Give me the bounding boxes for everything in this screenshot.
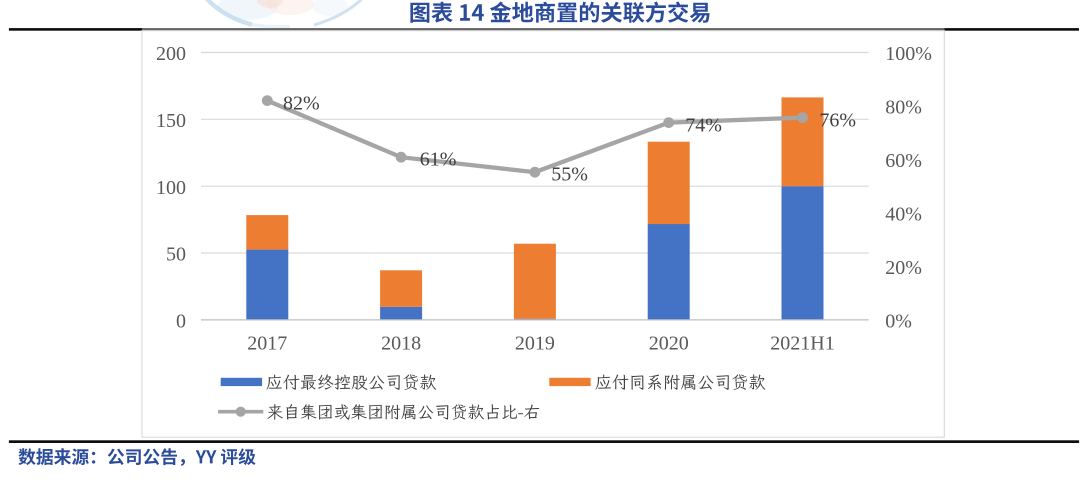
svg-text:40%: 40% (885, 204, 922, 226)
svg-text:20%: 20% (885, 257, 922, 279)
svg-text:61%: 61% (420, 149, 457, 171)
svg-text:2017: 2017 (247, 332, 287, 354)
svg-text:76%: 76% (819, 109, 856, 131)
svg-text:100%: 100% (885, 43, 932, 65)
svg-text:60%: 60% (885, 150, 922, 172)
svg-text:50: 50 (166, 244, 186, 266)
svg-text:2018: 2018 (381, 332, 421, 354)
svg-text:74%: 74% (685, 114, 722, 136)
svg-text:82%: 82% (283, 93, 320, 115)
svg-text:150: 150 (156, 110, 186, 132)
svg-text:0%: 0% (885, 311, 912, 333)
svg-text:80%: 80% (885, 97, 922, 119)
svg-text:2021H1: 2021H1 (770, 332, 834, 354)
svg-text:2020: 2020 (649, 332, 689, 354)
svg-text:55%: 55% (551, 164, 588, 186)
svg-text:0: 0 (176, 311, 186, 333)
svg-text:2019: 2019 (515, 332, 555, 354)
svg-text:200: 200 (156, 43, 186, 65)
svg-text:100: 100 (156, 177, 186, 199)
